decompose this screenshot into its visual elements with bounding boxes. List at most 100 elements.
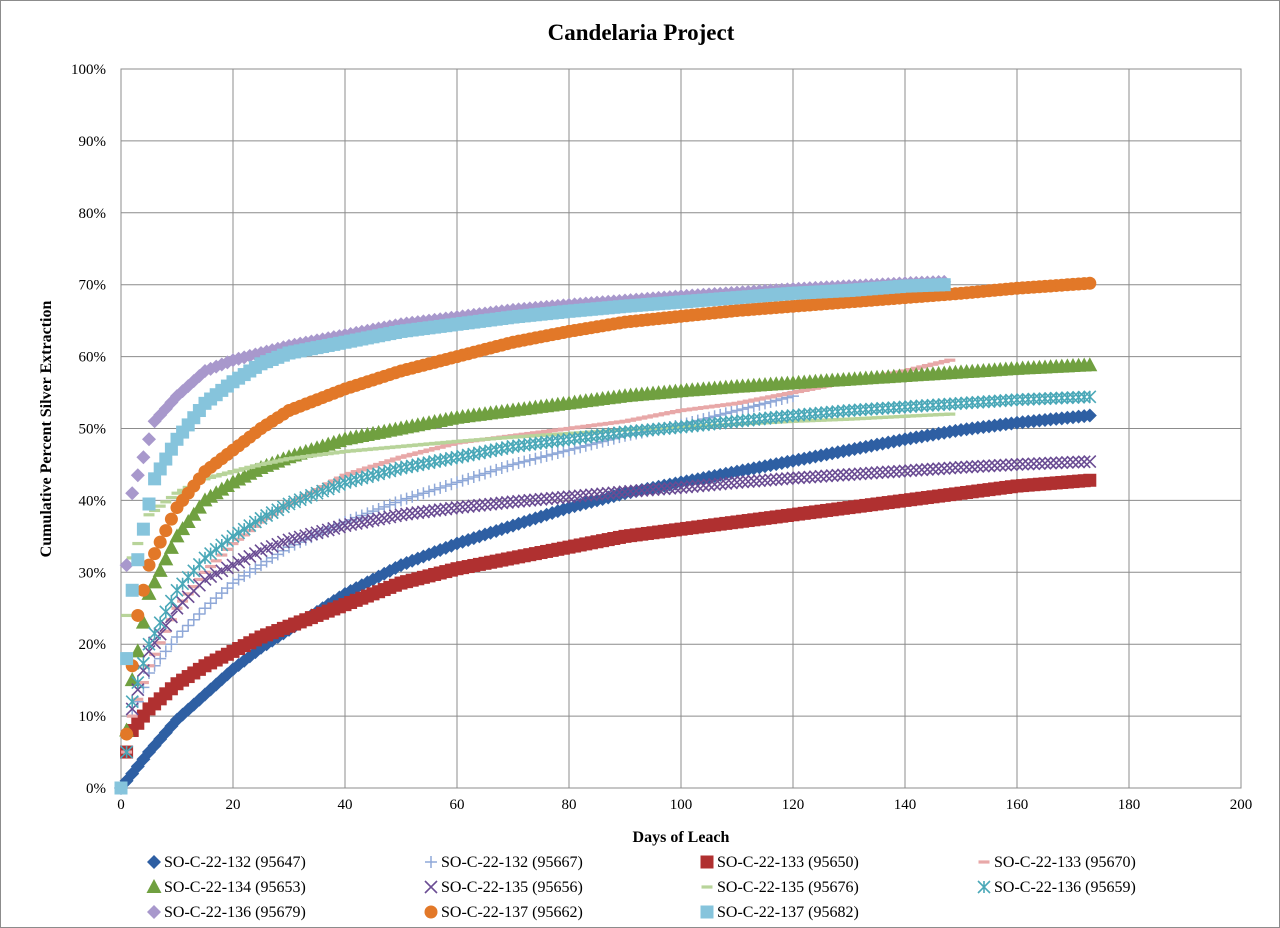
data-point bbox=[641, 415, 653, 419]
data-point bbox=[215, 538, 229, 552]
data-point bbox=[585, 424, 597, 428]
data-point bbox=[1021, 457, 1035, 471]
data-point bbox=[176, 625, 189, 638]
data-point bbox=[612, 485, 626, 499]
data-point bbox=[120, 652, 134, 666]
data-point bbox=[165, 495, 177, 500]
legend-label: SO-C-22-136 (95679) bbox=[164, 904, 306, 921]
data-point bbox=[119, 558, 134, 573]
data-point bbox=[152, 562, 168, 577]
legend-label: SO-C-22-132 (95647) bbox=[164, 854, 306, 871]
y-tick-label: 20% bbox=[79, 637, 107, 653]
data-point bbox=[412, 443, 424, 447]
data-point bbox=[233, 468, 245, 472]
data-point bbox=[198, 551, 212, 565]
data-point bbox=[462, 472, 475, 485]
data-point bbox=[792, 471, 806, 485]
legend-item: SO-C-22-136 (95659) bbox=[977, 879, 1136, 896]
data-point bbox=[937, 278, 951, 292]
data-point bbox=[513, 433, 525, 437]
data-point bbox=[1044, 456, 1058, 470]
data-point bbox=[305, 454, 317, 458]
y-tick-label: 100% bbox=[71, 62, 106, 78]
data-point bbox=[842, 467, 856, 482]
data-point bbox=[546, 429, 558, 433]
data-point bbox=[164, 512, 178, 526]
data-point bbox=[484, 465, 497, 478]
data-point bbox=[999, 393, 1013, 408]
data-point bbox=[821, 418, 833, 422]
data-point bbox=[781, 392, 793, 396]
data-point bbox=[130, 643, 146, 658]
data-point bbox=[175, 521, 191, 536]
data-point bbox=[668, 481, 682, 495]
data-point bbox=[591, 423, 603, 427]
data-point bbox=[920, 398, 934, 413]
data-point bbox=[652, 482, 666, 496]
data-point bbox=[350, 470, 362, 474]
data-point bbox=[691, 479, 705, 493]
data-point bbox=[910, 414, 922, 418]
x-tick-label: 140 bbox=[894, 797, 917, 813]
data-point bbox=[517, 494, 531, 508]
data-point bbox=[147, 574, 163, 589]
x-tick-label: 160 bbox=[1006, 797, 1029, 813]
data-point bbox=[429, 441, 441, 446]
data-point bbox=[507, 435, 519, 439]
data-point bbox=[148, 626, 162, 640]
y-tick-label: 50% bbox=[79, 422, 107, 438]
series-11 bbox=[114, 278, 951, 795]
data-point bbox=[539, 507, 554, 522]
legend-item: SO-C-22-135 (95676) bbox=[701, 879, 859, 896]
data-point bbox=[982, 459, 996, 473]
data-point bbox=[501, 435, 513, 440]
data-point bbox=[871, 416, 883, 420]
data-point bbox=[524, 434, 536, 438]
data-point bbox=[451, 439, 463, 444]
data-point bbox=[764, 473, 778, 487]
data-point bbox=[395, 455, 407, 459]
legend-marker bbox=[424, 905, 438, 919]
x-tick-label: 40 bbox=[338, 797, 353, 813]
data-point bbox=[136, 522, 150, 536]
x-axis-title: Days of Leach bbox=[633, 829, 730, 846]
data-point bbox=[573, 489, 587, 503]
data-point bbox=[1021, 392, 1035, 406]
series-10 bbox=[120, 276, 1097, 741]
data-point bbox=[209, 542, 223, 556]
data-point bbox=[1049, 391, 1063, 405]
data-point bbox=[938, 359, 950, 364]
data-point bbox=[199, 602, 211, 615]
data-point bbox=[971, 395, 985, 409]
data-point bbox=[1077, 455, 1091, 469]
data-point bbox=[243, 518, 257, 533]
data-point bbox=[769, 472, 783, 486]
data-point bbox=[674, 480, 688, 495]
data-point bbox=[574, 425, 586, 429]
data-point bbox=[713, 477, 727, 491]
data-point bbox=[647, 414, 659, 418]
data-point bbox=[389, 496, 402, 509]
legend-label: SO-C-22-137 (95662) bbox=[441, 904, 583, 921]
x-tick-label: 80 bbox=[562, 797, 577, 813]
data-point bbox=[976, 395, 990, 409]
data-point bbox=[154, 504, 166, 508]
data-point bbox=[338, 518, 352, 533]
data-point bbox=[360, 514, 374, 528]
grid-lines bbox=[120, 68, 1242, 789]
data-point bbox=[905, 414, 917, 418]
data-point bbox=[153, 462, 167, 476]
data-point bbox=[663, 481, 677, 495]
data-point bbox=[434, 481, 447, 494]
data-point bbox=[423, 485, 435, 498]
data-point bbox=[899, 414, 911, 418]
data-point bbox=[793, 389, 805, 394]
data-point bbox=[860, 416, 872, 420]
legend-marker bbox=[700, 855, 714, 869]
data-point bbox=[349, 516, 363, 530]
data-point bbox=[787, 390, 799, 395]
data-point bbox=[876, 401, 890, 415]
data-point bbox=[776, 393, 788, 397]
data-point bbox=[164, 594, 178, 608]
data-point bbox=[182, 592, 194, 596]
